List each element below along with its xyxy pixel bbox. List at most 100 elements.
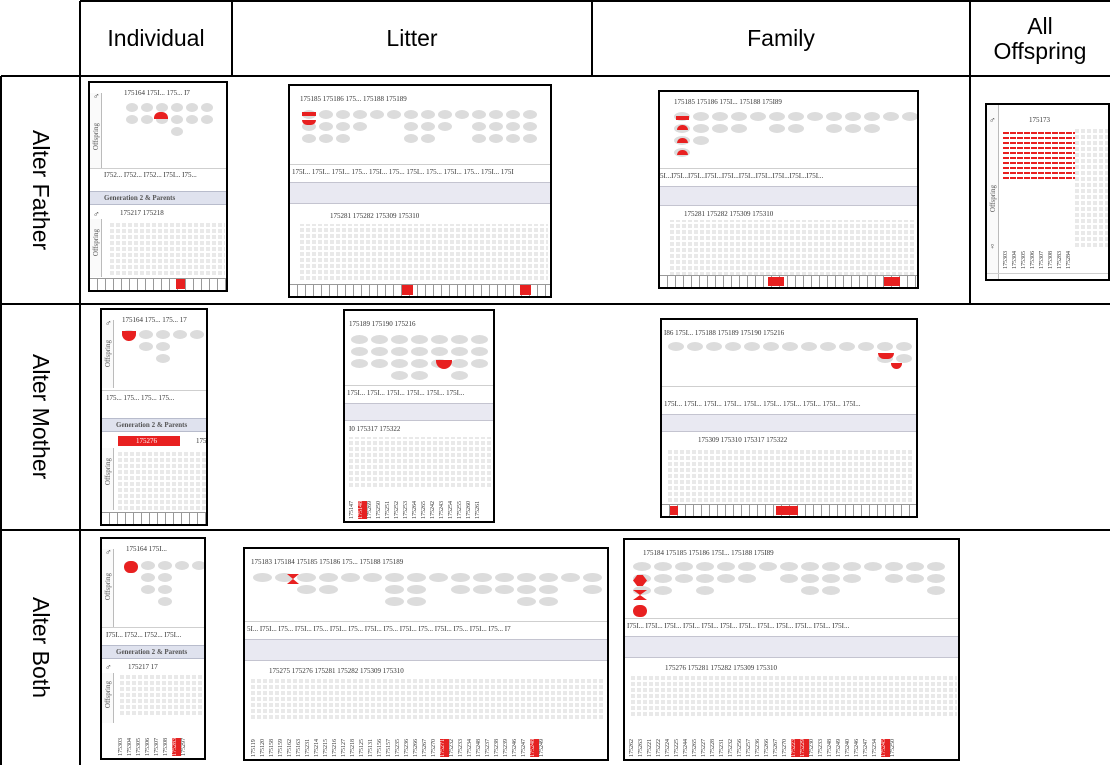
- highlight-mark: [154, 112, 168, 119]
- highlight-mark: [878, 353, 894, 359]
- dam-ids: I75I... I752... I752... I75I...: [106, 631, 182, 639]
- sire-ids: 175164 175I... 175... I7: [124, 89, 190, 97]
- sire-ids: I0 175317 175322: [349, 425, 401, 433]
- screenshot-alter-both-family: 175184 175185 175186 175I... 175188 175I…: [623, 538, 960, 761]
- row-label-alter-both: Alter Both: [28, 597, 54, 698]
- sire-id-highlighted: 175276: [136, 437, 157, 445]
- sire-ids: 175309 175310 175317 175322: [698, 436, 788, 444]
- highlight-mark: [677, 138, 688, 143]
- sire-ids: 175281 175282 175309 175310: [330, 212, 420, 220]
- highlight-mark: [677, 125, 688, 130]
- generation-header: Generation 2 & Parents: [90, 191, 226, 205]
- dam-ids: I752... I752... I752... I75I... I75...: [104, 171, 197, 179]
- male-symbol-icon: ♂: [105, 547, 112, 557]
- highlight-mark: [884, 277, 900, 286]
- highlight-mark: [287, 579, 299, 584]
- screenshot-alter-both-individual: Offspring ♂ 175164 175I... I75I... I752.…: [100, 537, 206, 760]
- offspring-grid: [631, 676, 957, 716]
- id-axis: [102, 512, 206, 524]
- highlight-cluster: [1003, 129, 1075, 179]
- row-label-alter-mother: Alter Mother: [28, 354, 54, 480]
- offspring-ids: 175147 175148 175269 175250 175251 175252 1752…: [349, 501, 481, 519]
- screenshot-alter-mother-individual: Offspring ♂ 175164 175... 175... 17 175.…: [100, 308, 208, 526]
- highlight-mark: [670, 506, 678, 515]
- screenshot-alter-father-litter: 175185 175186 175... 175188 175189 175I.…: [288, 84, 552, 298]
- offspring-glyphs: [302, 110, 540, 143]
- highlight-mark: [124, 561, 138, 573]
- offspring-ids: 175119 175120 175158 175159 175162 175163 1752…: [251, 739, 545, 757]
- dam-ids: I75I... I75I... I75I... I75I... I75I... …: [627, 622, 850, 630]
- column-header-individual: Individual: [107, 25, 205, 52]
- sire-ids: 175185 175186 175... 175188 175189: [300, 95, 407, 103]
- side-bar: Offspring: [102, 673, 114, 723]
- screenshot-alter-father-family: 175185 175186 175I... 175188 175I89 5I..…: [658, 90, 919, 289]
- side-bar: Offspring: [987, 105, 999, 279]
- sire-ids: 175173: [1029, 116, 1050, 124]
- highlight-bar: [118, 436, 180, 446]
- offspring-grid: [118, 450, 206, 510]
- highlight-mark: [776, 506, 798, 515]
- male-symbol-icon: ♂: [105, 318, 112, 328]
- sire-ids: 175164 175... 175... 17: [122, 316, 187, 324]
- offspring-grid: [349, 437, 493, 487]
- generation-header: Generation 2 & Parents: [102, 418, 206, 432]
- sire-ids: 175185 175186 175I... 175188 175I89: [674, 98, 782, 106]
- side-bar: Offspring: [102, 549, 114, 627]
- female-symbol-icon: ♀: [989, 241, 996, 251]
- sire-ids: 175217 175218: [120, 209, 164, 217]
- id-axis: [660, 275, 917, 287]
- highlight-mark: [176, 279, 185, 289]
- screenshot-alter-father-individual: Offspring ♂ 175164 175I... 175... I7 I75…: [88, 81, 228, 292]
- highlight-mark: [768, 277, 784, 286]
- column-header-all-offspring: All Offspring: [993, 13, 1087, 64]
- sire-ids: 175189 175190 175216: [349, 320, 416, 328]
- offspring-ids: 175303 175304 175305 175306 175307 175308 1752…: [1003, 251, 1072, 269]
- highlight-mark: [633, 575, 647, 586]
- side-bar: Offspring: [102, 320, 114, 388]
- dam-ids: 175... 175... 175... 175...: [106, 394, 175, 402]
- separator-strip: [662, 414, 916, 432]
- sire-ids: 175164 175I...: [126, 545, 167, 553]
- offspring-glyphs: [351, 335, 491, 380]
- offspring-grid: [120, 675, 204, 715]
- highlight-mark: [520, 285, 531, 295]
- dam-ids: 175I... 175I... 175I... 175I... 175I... …: [664, 400, 861, 408]
- offspring-glyphs: [674, 112, 917, 157]
- offspring-grid: [251, 679, 605, 719]
- id-axis: [290, 284, 550, 296]
- male-symbol-icon: ♂: [93, 209, 100, 219]
- male-symbol-icon: ♂: [105, 662, 112, 672]
- screenshot-alter-mother-family: I86 175I... 175188 175189 175190 175216 …: [660, 318, 918, 518]
- separator-strip: [345, 403, 493, 421]
- side-bar: Offspring: [102, 448, 114, 510]
- separator-strip: [625, 636, 958, 658]
- side-bar: Offspring: [90, 219, 102, 277]
- sire-ids: 175184 175185 175186 175I... 175188 175I…: [643, 549, 774, 557]
- male-symbol-icon: ♂: [989, 115, 996, 125]
- sire-ids: 175183 175184 175185 175186 175... 17518…: [251, 558, 404, 566]
- dam-ids: 175I... 175I... 175I... 175... 175I... 1…: [292, 168, 514, 176]
- offspring-glyphs: [253, 573, 605, 606]
- sire-ids: 175276 175281 175282 175309 175310: [665, 664, 777, 672]
- highlight-mark: [676, 116, 689, 120]
- highlight-mark: [402, 285, 413, 295]
- offspring-glyphs: [633, 562, 948, 595]
- sire-ids: 175: [196, 437, 207, 445]
- sire-ids: I86 175I... 175188 175189 175190 175216: [664, 329, 785, 337]
- highlight-mark: [677, 150, 688, 155]
- screenshot-alter-both-litter: 175183 175184 175185 175186 175... 17518…: [243, 547, 609, 761]
- highlight-mark: [287, 574, 299, 579]
- dam-ids: 5I...I75I...I75I...I75I...I75I...I75I...…: [660, 172, 824, 180]
- highlight-mark: [436, 360, 452, 369]
- column-header-family: Family: [747, 25, 815, 52]
- offspring-grid: [668, 448, 914, 502]
- offspring-grid: [300, 224, 548, 280]
- separator-strip: [660, 186, 917, 206]
- offspring-ids: 175262 175263 175221 175222 175224 175225 1752…: [629, 739, 896, 757]
- generation-header: Generation 2 & Parents: [102, 645, 204, 659]
- highlight-mark: [122, 331, 136, 341]
- screenshot-alter-mother-litter: 175189 175190 175216 175I... 175I... 175…: [343, 309, 495, 523]
- highlight-mark: [633, 605, 647, 617]
- offspring-grid: [1075, 127, 1108, 247]
- dam-ids: 175I... 175I... 175I... 175I... 175I... …: [347, 389, 465, 397]
